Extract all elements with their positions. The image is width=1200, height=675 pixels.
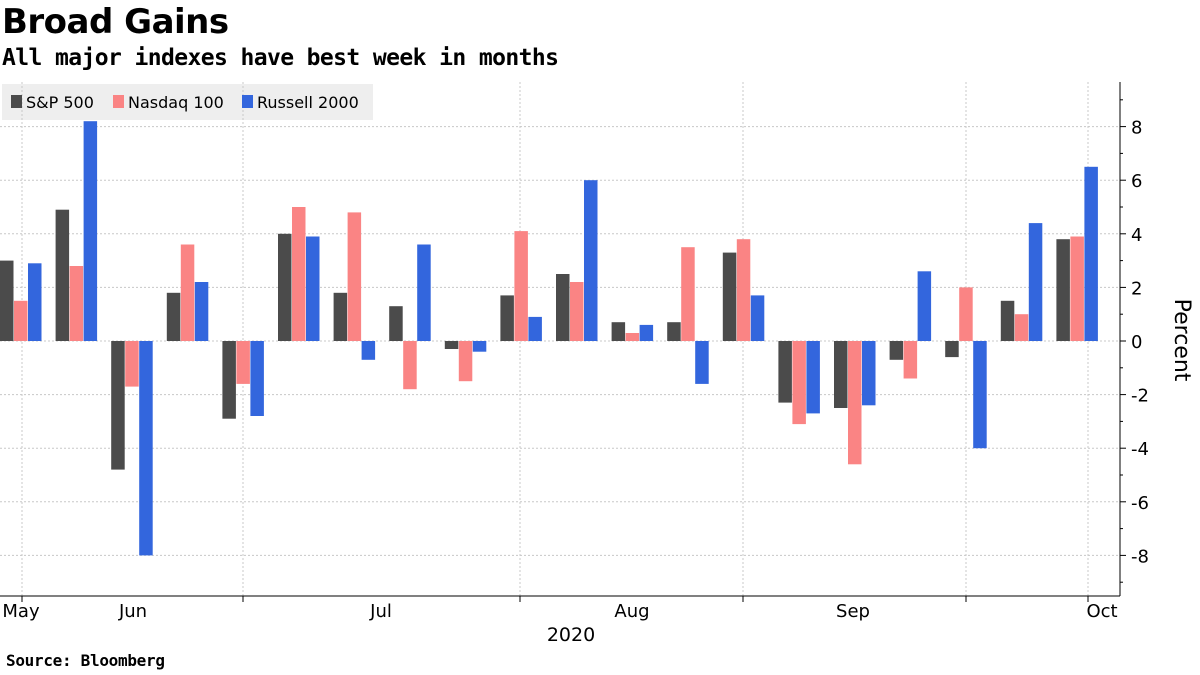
source-note: Source: Bloomberg bbox=[6, 651, 165, 670]
bar-s-p-500 bbox=[556, 274, 570, 341]
bar-s-p-500 bbox=[945, 341, 959, 358]
bar-s-p-500 bbox=[111, 341, 125, 470]
y-tick-label: -4 bbox=[1131, 439, 1149, 460]
bar-nasdaq-100 bbox=[514, 231, 528, 341]
bar-nasdaq-100 bbox=[292, 207, 306, 341]
bar-s-p-500 bbox=[500, 295, 514, 341]
x-tick-label: Jul bbox=[369, 601, 392, 622]
bar-russell-2000 bbox=[750, 295, 765, 341]
bar-s-p-500 bbox=[55, 209, 70, 341]
bar-russell-2000 bbox=[194, 282, 209, 341]
x-tick-label: Oct bbox=[1086, 601, 1117, 622]
y-tick-label: 4 bbox=[1131, 225, 1142, 246]
y-tick-label: 6 bbox=[1131, 171, 1142, 192]
bar-russell-2000 bbox=[417, 244, 431, 341]
bar-russell-2000 bbox=[1084, 166, 1098, 341]
bar-russell-2000 bbox=[250, 341, 264, 416]
bar-nasdaq-100 bbox=[1070, 236, 1084, 341]
bar-nasdaq-100 bbox=[570, 282, 584, 341]
x-tick-label: May bbox=[2, 601, 40, 622]
y-tick-label: -8 bbox=[1131, 546, 1149, 567]
bar-nasdaq-100 bbox=[236, 341, 250, 384]
bar-s-p-500 bbox=[444, 341, 459, 349]
bar-s-p-500 bbox=[834, 341, 848, 408]
bar-s-p-500 bbox=[778, 341, 792, 403]
legend-swatch bbox=[11, 95, 22, 108]
bar-s-p-500 bbox=[389, 306, 403, 341]
bar-nasdaq-100 bbox=[848, 341, 862, 465]
bar-nasdaq-100 bbox=[1014, 314, 1029, 341]
bar-russell-2000 bbox=[695, 341, 709, 384]
bar-russell-2000 bbox=[28, 263, 42, 341]
bar-s-p-500 bbox=[722, 252, 737, 341]
bar-s-p-500 bbox=[278, 233, 292, 341]
bar-s-p-500 bbox=[667, 322, 681, 341]
bars bbox=[0, 121, 1098, 556]
bar-s-p-500 bbox=[222, 341, 236, 419]
y-tick-label: 0 bbox=[1131, 332, 1142, 353]
bar-nasdaq-100 bbox=[458, 341, 473, 382]
bar-nasdaq-100 bbox=[625, 333, 640, 341]
bar-nasdaq-100 bbox=[792, 341, 806, 425]
y-axis-label: Percent bbox=[1169, 299, 1194, 382]
x-tick-label: Sep bbox=[836, 601, 870, 622]
bar-nasdaq-100 bbox=[125, 341, 139, 387]
legend-background bbox=[2, 84, 373, 120]
bar-s-p-500 bbox=[889, 341, 904, 360]
bar-russell-2000 bbox=[83, 121, 98, 341]
bar-nasdaq-100 bbox=[903, 341, 918, 379]
y-tick-label: 2 bbox=[1131, 278, 1142, 299]
bar-s-p-500 bbox=[166, 292, 181, 341]
bar-s-p-500 bbox=[333, 292, 348, 341]
bar-russell-2000 bbox=[584, 180, 598, 341]
y-tick-label: -6 bbox=[1131, 493, 1149, 514]
legend: S&P 500 Nasdaq 100 Russell 2000 bbox=[11, 93, 359, 112]
axes: -8 -6 -4 -2 0 2 4 6 8 May Jun Jul Aug Sep Oct bbox=[0, 82, 1149, 622]
bar-s-p-500 bbox=[1000, 300, 1015, 341]
bar-nasdaq-100 bbox=[959, 287, 973, 341]
bar-russell-2000 bbox=[361, 341, 376, 360]
bar-russell-2000 bbox=[528, 316, 542, 341]
bar-s-p-500 bbox=[611, 322, 626, 341]
bar-s-p-500 bbox=[0, 260, 14, 341]
x-tick-label: Aug bbox=[614, 601, 649, 622]
bar-russell-2000 bbox=[306, 236, 320, 341]
bar-russell-2000 bbox=[917, 271, 932, 341]
bar-nasdaq-100 bbox=[69, 266, 84, 341]
bar-nasdaq-100 bbox=[347, 212, 362, 341]
bar-russell-2000 bbox=[639, 324, 654, 341]
bar-nasdaq-100 bbox=[14, 300, 28, 341]
y-tick-label: 8 bbox=[1131, 118, 1142, 139]
legend-swatch bbox=[113, 95, 124, 108]
bar-russell-2000 bbox=[862, 341, 876, 406]
bar-russell-2000 bbox=[139, 341, 153, 556]
legend-label: S&P 500 bbox=[26, 93, 94, 112]
bar-russell-2000 bbox=[472, 341, 487, 352]
legend-swatch bbox=[242, 95, 253, 108]
x-axis-year-label: 2020 bbox=[547, 624, 595, 646]
bar-nasdaq-100 bbox=[180, 244, 195, 341]
x-tick-label: Jun bbox=[118, 601, 147, 622]
chart-title: Broad Gains bbox=[2, 2, 229, 42]
bar-russell-2000 bbox=[1028, 223, 1043, 341]
y-tick-label: -2 bbox=[1131, 386, 1149, 407]
bar-nasdaq-100 bbox=[736, 239, 751, 341]
chart-subtitle: All major indexes have best week in mont… bbox=[2, 45, 559, 71]
bar-nasdaq-100 bbox=[681, 247, 695, 341]
legend-label: Nasdaq 100 bbox=[128, 93, 224, 112]
legend-label: Russell 2000 bbox=[257, 93, 359, 112]
bar-russell-2000 bbox=[973, 341, 987, 449]
bar-russell-2000 bbox=[806, 341, 820, 414]
bar-s-p-500 bbox=[1056, 239, 1070, 341]
bar-nasdaq-100 bbox=[403, 341, 417, 390]
